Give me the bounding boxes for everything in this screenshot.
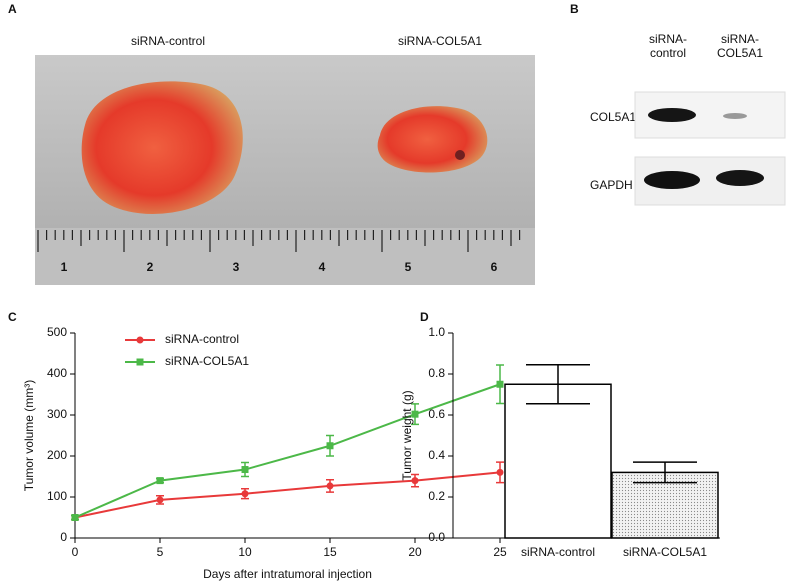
marker — [156, 477, 164, 485]
marker — [241, 490, 249, 498]
marker — [496, 380, 504, 388]
series-line — [74, 383, 501, 519]
marker — [241, 466, 249, 474]
x-tick-label: 5 — [157, 545, 164, 559]
lane-label: siRNA- — [721, 32, 759, 46]
band — [648, 108, 696, 122]
panel-label: B — [570, 2, 579, 16]
ruler — [35, 228, 535, 285]
legend-marker — [136, 336, 144, 344]
marker — [496, 468, 504, 476]
y-tick-label: 0.6 — [428, 407, 445, 421]
y-tick-label: 300 — [47, 407, 67, 421]
band — [644, 171, 700, 189]
y-tick-label: 0.8 — [428, 366, 445, 380]
y-tick-label: 0.4 — [428, 448, 445, 462]
row-label: COL5A1 — [590, 110, 636, 124]
x-tick-label: 0 — [72, 545, 79, 559]
x-tick-label: siRNA-control — [521, 545, 595, 559]
marker — [71, 514, 79, 521]
x-tick-label: 20 — [408, 545, 422, 559]
y-tick-label: 1.0 — [428, 325, 445, 339]
x-tick-label: 25 — [493, 545, 507, 559]
lane-label: siRNA- — [649, 32, 687, 46]
y-tick-label: 500 — [47, 325, 67, 339]
y-axis-label: Tumor volume (mm³) — [22, 380, 36, 492]
y-tick-label: 0.0 — [428, 530, 445, 544]
series-line — [74, 471, 501, 519]
panel-label: D — [420, 310, 429, 324]
marker — [326, 482, 334, 490]
x-tick-label: 10 — [238, 545, 252, 559]
ruler-number: 1 — [61, 260, 68, 274]
x-tick-label: 15 — [323, 545, 337, 559]
x-tick-label: siRNA-COL5A1 — [623, 545, 707, 559]
ruler-number: 4 — [319, 260, 326, 274]
row-label: GAPDH — [590, 178, 633, 192]
legend-label: siRNA-control — [165, 332, 239, 346]
marker — [411, 410, 419, 418]
lane-label: COL5A1 — [717, 46, 763, 60]
panel-label: A — [8, 2, 17, 16]
y-tick-label: 400 — [47, 366, 67, 380]
tumor — [81, 81, 243, 214]
y-tick-label: 100 — [47, 489, 67, 503]
photo-label: siRNA-control — [131, 34, 205, 48]
y-tick-label: 0 — [60, 530, 67, 544]
legend-marker — [136, 358, 144, 366]
panel-label: C — [8, 310, 17, 324]
marker — [156, 496, 164, 504]
legend-label: siRNA-COL5A1 — [165, 354, 249, 368]
ruler-ticks — [37, 230, 521, 252]
marker — [326, 442, 334, 450]
ruler-number: 3 — [233, 260, 240, 274]
error-bar — [526, 364, 590, 405]
ruler-number: 5 — [405, 260, 412, 274]
ruler-number: 6 — [491, 260, 498, 274]
x-axis-label: Days after intratumoral injection — [203, 567, 372, 581]
bar — [504, 383, 612, 539]
error-bar — [633, 461, 697, 484]
photo-label: siRNA-COL5A1 — [398, 34, 482, 48]
ruler-number: 2 — [147, 260, 154, 274]
marker — [411, 477, 419, 485]
band — [716, 170, 764, 186]
y-tick-label: 200 — [47, 448, 67, 462]
band — [723, 113, 747, 119]
y-axis-label: Tumor weight (g) — [400, 390, 414, 480]
y-tick-label: 0.2 — [428, 489, 445, 503]
tumor-spot — [455, 150, 465, 160]
lane-label: control — [650, 46, 686, 60]
